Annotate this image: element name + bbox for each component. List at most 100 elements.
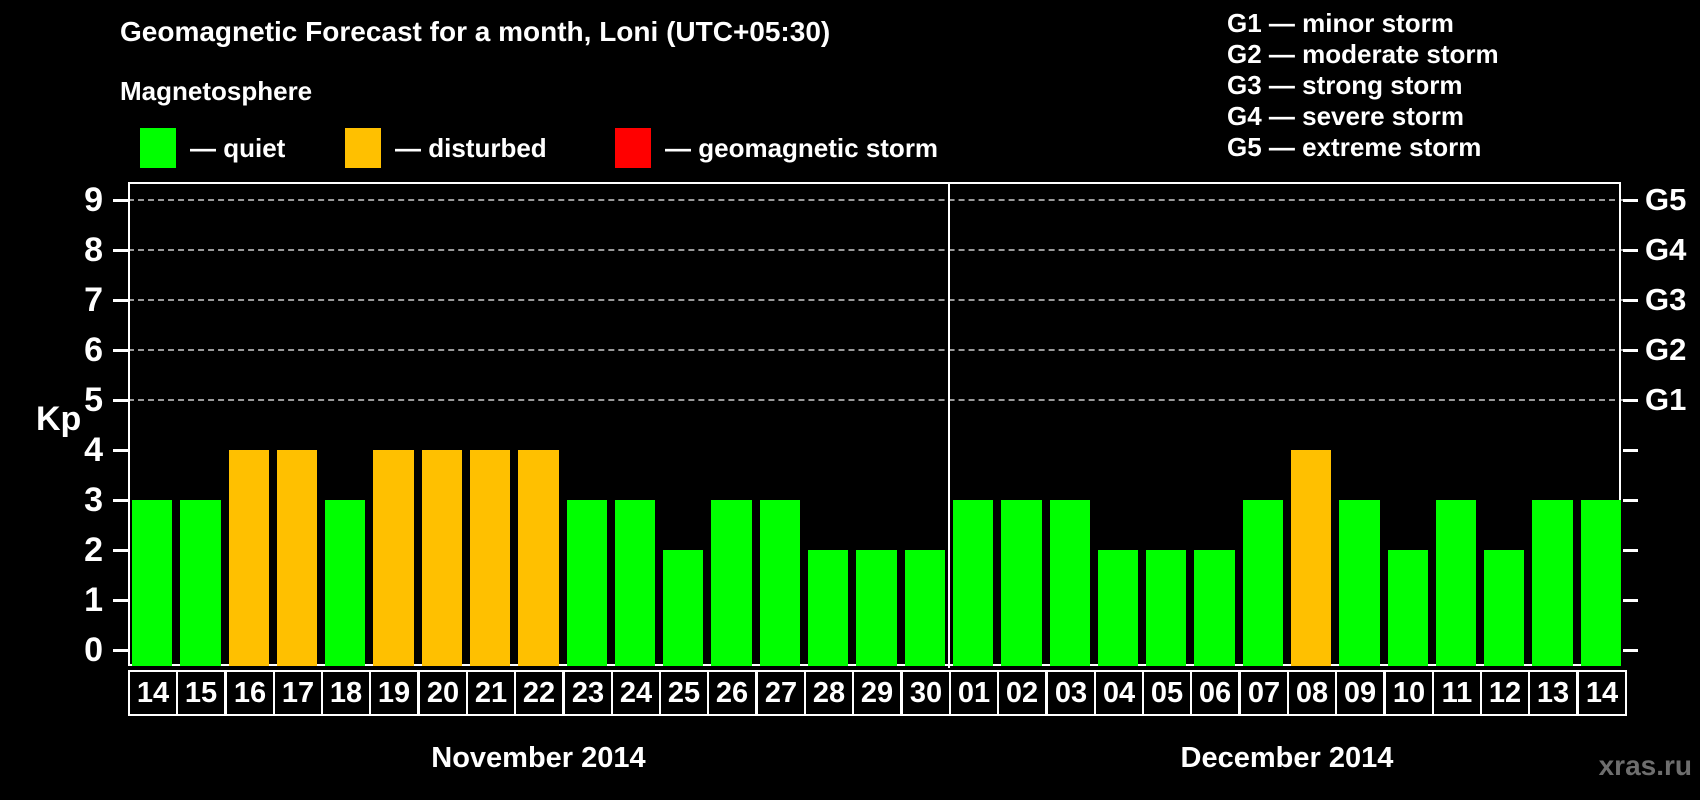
y-axis-tick-left [113, 298, 128, 302]
day-label-box: 04 [1094, 670, 1144, 716]
gridline [128, 298, 1625, 301]
y-axis-tick-label: 9 [84, 180, 103, 219]
y-axis-tick-left [113, 549, 128, 553]
kp-bar [1049, 500, 1090, 666]
right-axis-g-label: G2 [1645, 331, 1687, 367]
day-label-box: 28 [804, 670, 854, 716]
day-label-box: 16 [225, 670, 275, 716]
y-axis-tick-label: 8 [84, 230, 103, 269]
day-label-box: 14 [128, 670, 178, 716]
y-axis-tick-label: 6 [84, 330, 103, 369]
y-axis-tick-right [1623, 398, 1638, 402]
kp-bar [132, 500, 173, 666]
month-label: November 2014 [431, 742, 646, 774]
day-label-box: 12 [1480, 670, 1530, 716]
day-label-box: 30 [901, 670, 951, 716]
kp-bar [1339, 500, 1380, 666]
legend-label-storm: — geomagnetic storm [665, 132, 939, 163]
day-label-box: 09 [1335, 670, 1385, 716]
day-label-box: 23 [563, 670, 613, 716]
magnetosphere-legend-heading: Magnetosphere [120, 76, 313, 106]
day-label-box: 07 [1239, 670, 1289, 716]
right-axis-g-label: G5 [1645, 181, 1687, 217]
y-axis-tick-left [113, 649, 128, 653]
day-label-box: 08 [1287, 670, 1337, 716]
kp-bar [952, 500, 994, 666]
storm-color-swatch [615, 128, 651, 168]
kp-bar [1194, 550, 1235, 666]
kp-bar [1387, 550, 1428, 666]
y-axis-tick-left [113, 398, 128, 402]
y-axis-tick-right [1623, 599, 1638, 603]
day-label-box: 22 [514, 670, 564, 716]
day-label-box: 14 [1577, 670, 1627, 716]
y-axis-tick-right [1623, 198, 1638, 202]
legend-label-quiet: — quiet [190, 132, 286, 163]
y-axis-tick-label: 0 [84, 631, 103, 670]
kp-bar [470, 450, 511, 666]
page-title: Geomagnetic Forecast for a month, Loni (… [120, 16, 831, 47]
y-axis-title: Kp [36, 399, 82, 438]
kp-bar [614, 500, 656, 666]
day-label-box: 21 [466, 670, 516, 716]
day-label-box: 10 [1384, 670, 1434, 716]
y-axis-tick-label: 3 [84, 481, 103, 520]
day-label-box: 27 [756, 670, 806, 716]
gridline [128, 248, 1625, 251]
y-axis-tick-label: 7 [84, 280, 103, 319]
day-label-box: 25 [659, 670, 709, 716]
kp-bar [1484, 550, 1525, 666]
storm-scale-line: G2 — moderate storm [1227, 39, 1499, 69]
day-label-box: 01 [949, 670, 999, 716]
y-axis-tick-left [113, 198, 128, 202]
y-axis-tick-right [1623, 348, 1638, 352]
day-label-box: 03 [1046, 670, 1096, 716]
y-axis-tick-left [113, 499, 128, 503]
storm-scale-line: G5 — extreme storm [1227, 132, 1482, 162]
legend-item-disturbed: — disturbed [345, 128, 547, 168]
kp-bar [276, 450, 318, 666]
kp-bar [1532, 500, 1573, 666]
month-label: December 2014 [1180, 742, 1394, 774]
y-axis-tick-label: 5 [84, 380, 103, 419]
kp-bar [808, 550, 849, 666]
gridline [128, 398, 1625, 401]
day-label-box: 17 [273, 670, 323, 716]
kp-bar [373, 450, 414, 666]
y-axis-tick-left [113, 348, 128, 352]
right-axis-g-label: G3 [1645, 281, 1687, 317]
right-axis-g-label: G4 [1645, 231, 1687, 267]
kp-bar [904, 550, 945, 666]
month-divider-line [947, 182, 950, 668]
kp-bar [566, 500, 607, 666]
gridline [128, 348, 1625, 351]
quiet-color-swatch [140, 128, 176, 168]
kp-bar [663, 550, 704, 666]
kp-bar [1290, 450, 1332, 666]
kp-bar [325, 500, 366, 666]
kp-bar [228, 450, 269, 666]
g-storm-scale-legend: G1 — minor storm G2 — moderate storm G3 — … [1227, 8, 1499, 163]
day-label-box: 02 [997, 670, 1047, 716]
y-axis-tick-right [1623, 649, 1638, 653]
y-axis-tick-left [113, 248, 128, 252]
y-axis-tick-label: 2 [84, 531, 103, 570]
storm-scale-line: G4 — severe storm [1227, 101, 1465, 131]
y-axis-tick-right [1623, 549, 1638, 553]
watermark: xras.ru [1598, 750, 1692, 781]
kp-bar [180, 500, 221, 666]
day-label-box: 18 [321, 670, 371, 716]
day-label-box: 19 [369, 670, 419, 716]
day-label-box: 24 [611, 670, 661, 716]
day-label-box: 13 [1528, 670, 1578, 716]
day-label-box: 26 [707, 670, 757, 716]
kp-bar [1435, 500, 1477, 666]
day-label-box: 05 [1142, 670, 1192, 716]
storm-scale-line: G3 — strong storm [1227, 70, 1463, 100]
legend-label-disturbed: — disturbed [395, 132, 547, 163]
right-axis-g-label: G1 [1645, 381, 1687, 417]
kp-bar [759, 500, 801, 666]
y-axis-tick-right [1623, 499, 1638, 503]
